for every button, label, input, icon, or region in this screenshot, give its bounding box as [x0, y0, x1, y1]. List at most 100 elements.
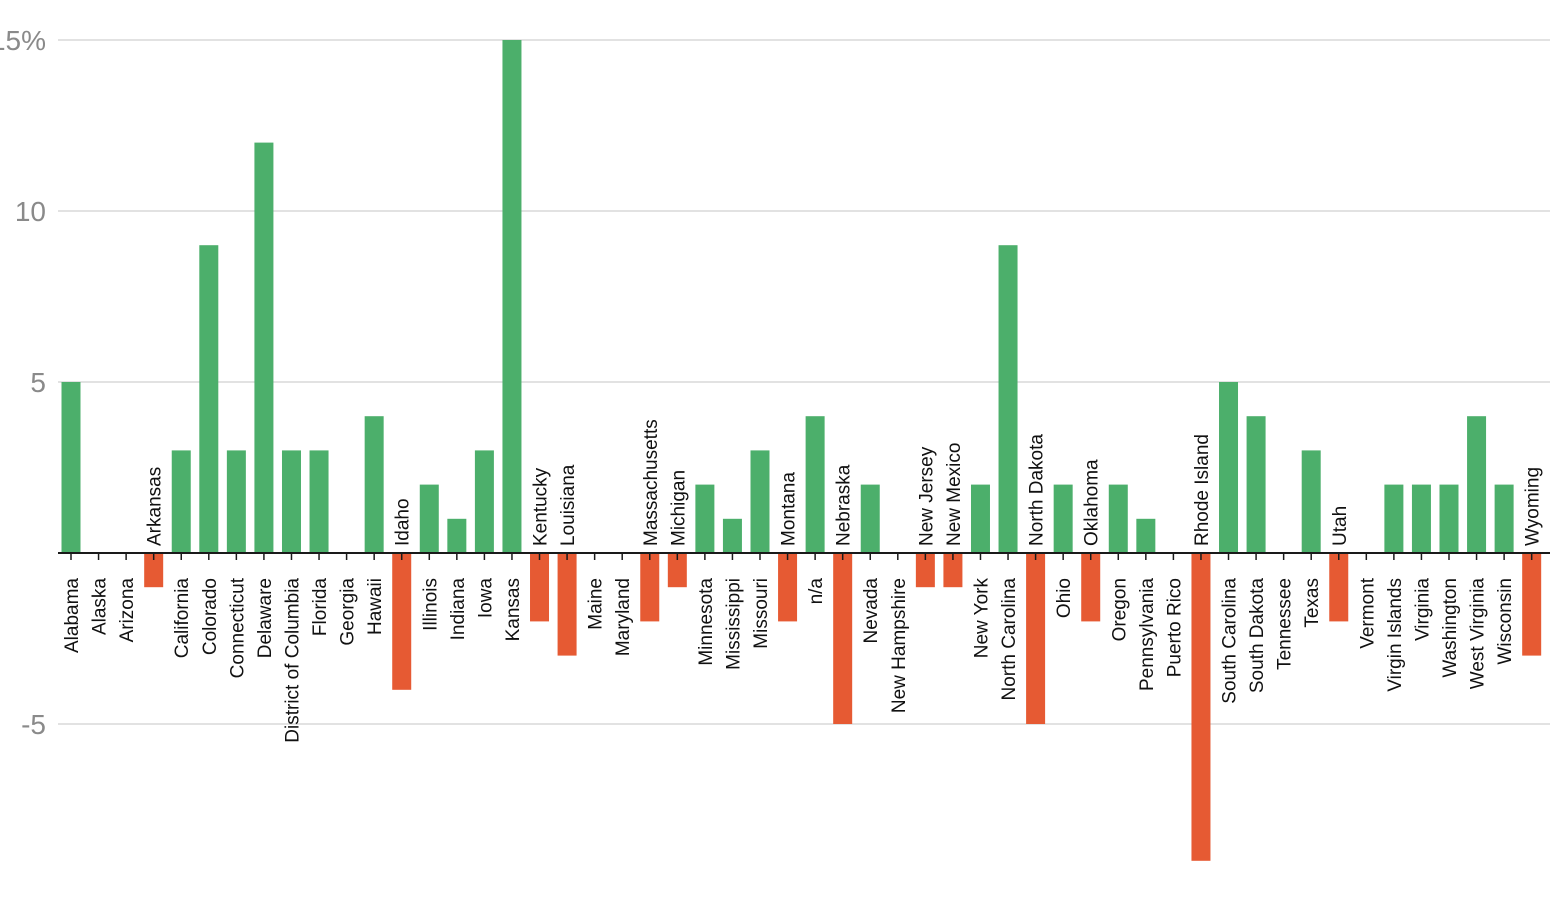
bar — [309, 450, 329, 553]
bar — [915, 553, 935, 588]
bar — [695, 484, 715, 553]
bar — [970, 484, 990, 553]
bar — [1439, 484, 1459, 553]
category-label: Illinois — [420, 578, 441, 631]
bar — [1384, 484, 1404, 553]
category-label: New Mexico — [944, 443, 965, 546]
bar — [1246, 416, 1266, 553]
category-label: South Dakota — [1247, 578, 1268, 694]
bar — [1026, 553, 1046, 724]
bar — [199, 245, 219, 553]
bar — [943, 553, 963, 588]
bar — [1494, 484, 1514, 553]
category-label: Arizona — [117, 578, 138, 643]
category-label: North Dakota — [1027, 434, 1048, 546]
category-label: South Carolina — [1220, 578, 1241, 704]
category-label: Delaware — [255, 578, 276, 658]
bar — [1329, 553, 1349, 622]
bar — [1301, 450, 1321, 553]
bar — [1411, 484, 1431, 553]
category-label: Nevada — [861, 578, 882, 644]
category-label: Wisconsin — [1495, 578, 1516, 665]
y-tick-label: 15% — [0, 25, 46, 56]
y-tick-label: 10 — [15, 196, 46, 227]
category-label: Montana — [779, 472, 800, 546]
bar — [281, 450, 301, 553]
x-axis — [58, 552, 1550, 560]
category-label: Wyoming — [1523, 467, 1544, 546]
category-label: Mississippi — [723, 578, 744, 670]
category-label: Tennessee — [1275, 578, 1296, 670]
category-label: New Jersey — [916, 446, 937, 546]
category-label: Kansas — [503, 578, 524, 641]
category-label: Indiana — [448, 578, 469, 641]
bar — [1191, 553, 1211, 861]
bar — [998, 245, 1018, 553]
category-label: Hawaii — [365, 578, 386, 635]
bars — [61, 40, 1542, 861]
category-label: Oregon — [1109, 578, 1130, 641]
category-label: n/a — [806, 578, 827, 605]
category-label: Massachusetts — [641, 419, 662, 546]
category-label: Colorado — [200, 578, 221, 655]
category-label: Michigan — [668, 470, 689, 546]
category-label: Idaho — [393, 498, 414, 546]
category-label: Rhode Island — [1192, 434, 1213, 546]
bar — [1136, 518, 1156, 553]
bar — [392, 553, 412, 690]
bar — [1081, 553, 1101, 622]
bar — [61, 382, 81, 553]
bar — [144, 553, 164, 588]
category-label: Maryland — [613, 578, 634, 656]
category-label: California — [172, 578, 193, 659]
bar — [1108, 484, 1128, 553]
category-label: New Hampshire — [889, 578, 910, 713]
bar — [226, 450, 246, 553]
bar — [640, 553, 660, 622]
bar — [474, 450, 494, 553]
bar — [419, 484, 439, 553]
bar — [722, 518, 742, 553]
category-label: District of Columbia — [282, 578, 303, 743]
y-tick-label: 5 — [30, 367, 46, 398]
bar — [1219, 382, 1239, 553]
category-label: Puerto Rico — [1164, 578, 1185, 677]
category-labels: Alabama Alaska Arizona Arkansas California Co… — [62, 419, 1544, 742]
category-label: Virginia — [1412, 578, 1433, 641]
category-label: Minnesota — [696, 578, 717, 666]
bar — [171, 450, 191, 553]
bar — [254, 142, 274, 553]
category-label: Ohio — [1054, 578, 1075, 618]
bar — [1053, 484, 1073, 553]
bar — [778, 553, 798, 622]
category-label: Texas — [1302, 578, 1323, 628]
bar — [557, 553, 577, 656]
category-label: Vermont — [1357, 577, 1378, 648]
y-tick-label: -5 — [21, 709, 46, 740]
category-label: Alaska — [90, 578, 111, 635]
bar — [1467, 416, 1487, 553]
category-label: North Carolina — [999, 578, 1020, 701]
bar — [860, 484, 880, 553]
bar — [447, 518, 467, 553]
category-label: Virgin Islands — [1385, 578, 1406, 692]
category-label: Florida — [310, 578, 331, 637]
gridlines: 15% 10 5 -5 — [0, 25, 1550, 740]
bar — [750, 450, 770, 553]
category-label: Utah — [1330, 506, 1351, 546]
category-label: Nebraska — [834, 464, 855, 546]
bar — [502, 40, 522, 553]
category-label: Alabama — [62, 578, 83, 653]
bar — [1522, 553, 1542, 656]
category-label: Pennsylvania — [1137, 578, 1158, 691]
category-label: Washington — [1440, 578, 1461, 678]
bar — [833, 553, 853, 724]
category-label: Georgia — [338, 578, 359, 646]
category-label: Maine — [586, 578, 607, 630]
category-label: Connecticut — [227, 577, 248, 678]
category-label: Missouri — [751, 578, 772, 649]
category-label: Louisiana — [558, 464, 579, 546]
bar — [530, 553, 550, 622]
category-label: Oklahoma — [1082, 459, 1103, 546]
